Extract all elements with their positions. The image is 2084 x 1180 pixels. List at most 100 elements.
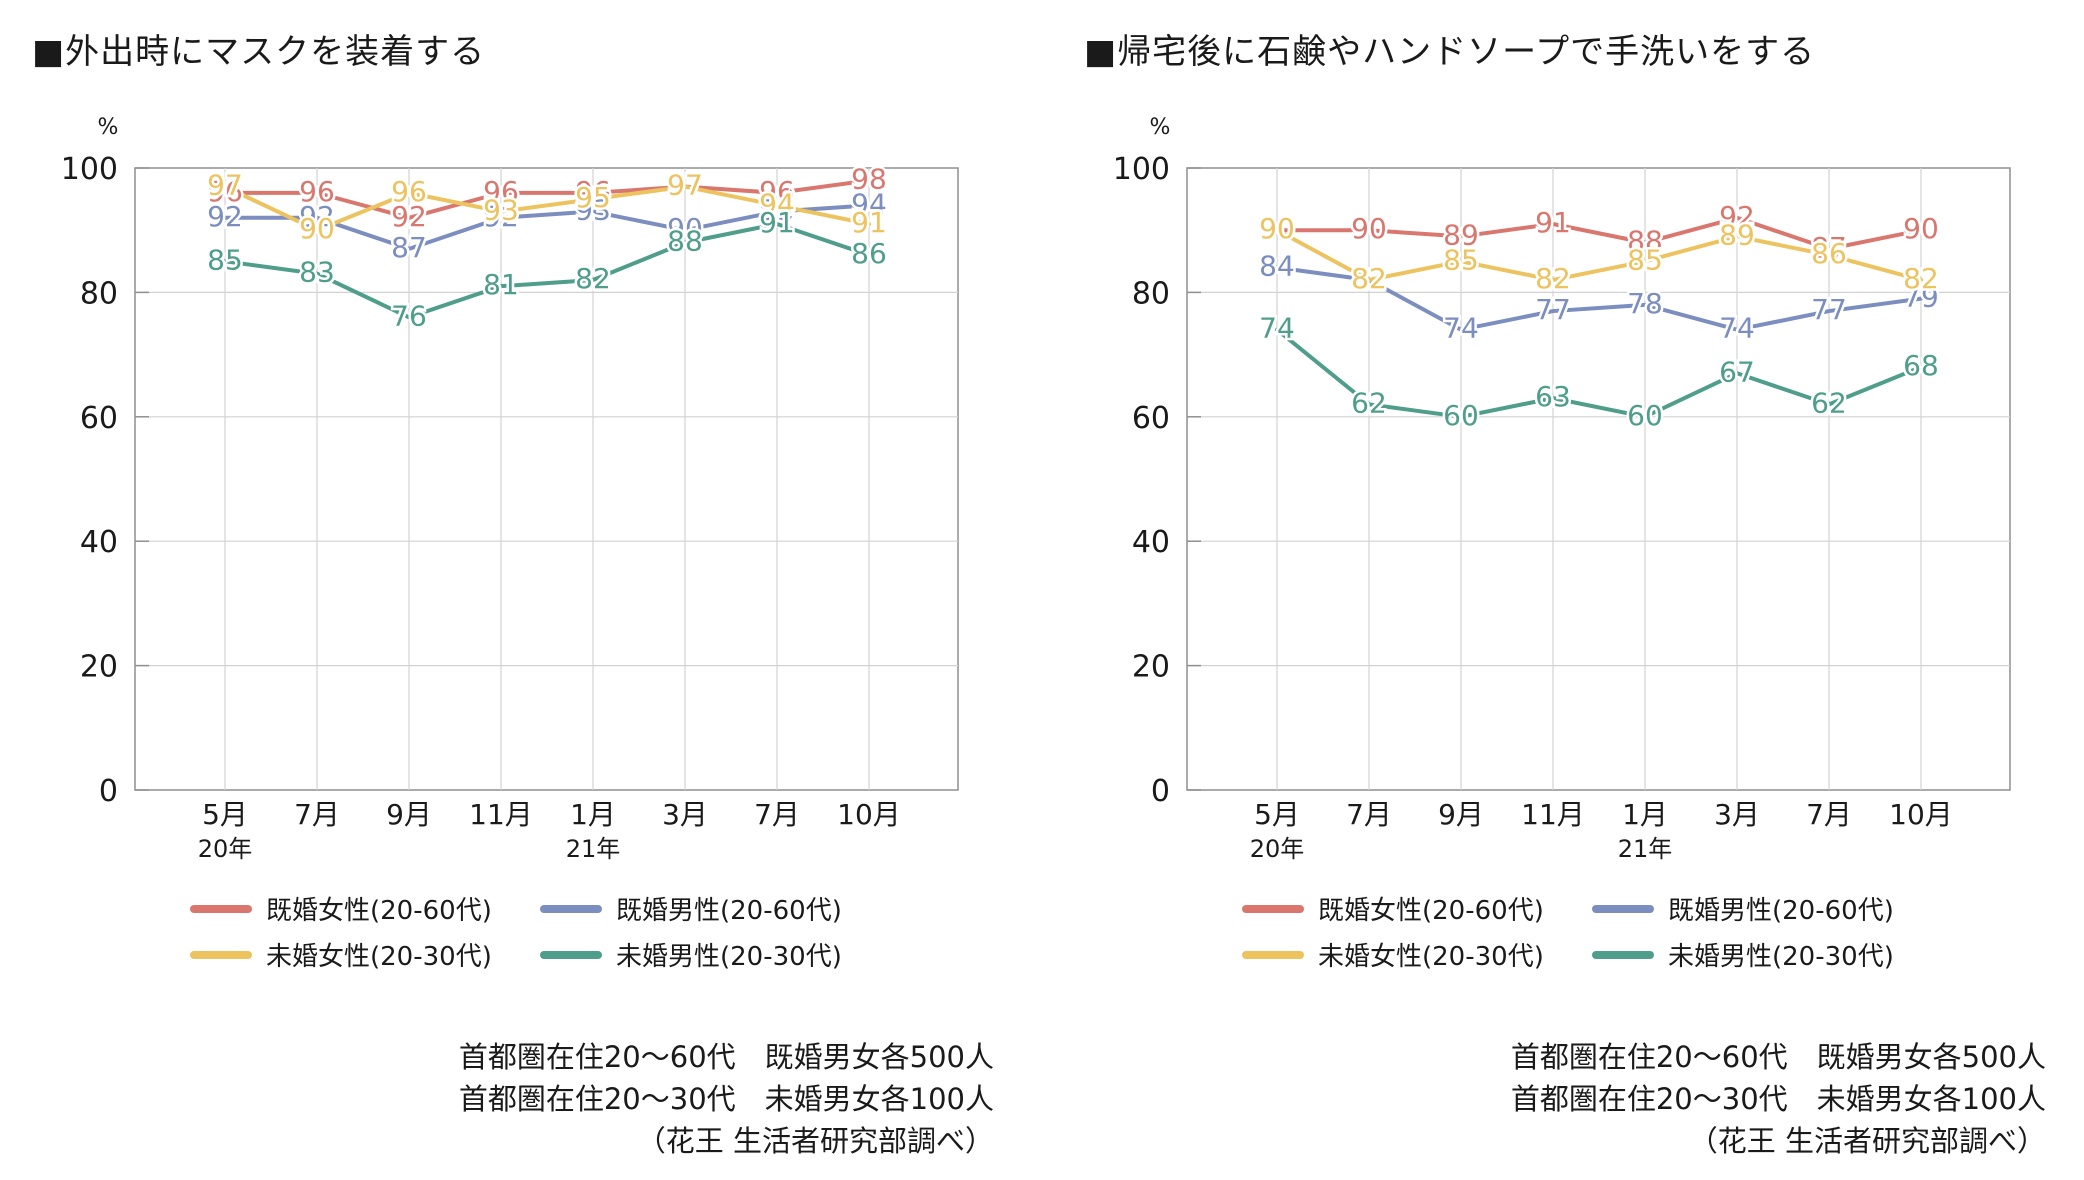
series-line-single-female [1275, 228, 1923, 282]
y-axis-unit: % [98, 115, 119, 140]
legend-item-single-male: 未婚男性(20-30代) [1592, 936, 1894, 973]
data-label-married-male: 92 [483, 200, 519, 233]
y-axis-unit: % [1150, 115, 1171, 140]
x-tick-label: 7月 [1346, 798, 1392, 831]
x-tick-label: 3月 [1714, 798, 1760, 831]
data-label-married-male: 84 [1259, 250, 1295, 283]
legend-label-single-male: 未婚男性(20-30代) [616, 942, 842, 972]
series-line-married-female [223, 178, 871, 220]
legend-item-married-male: 既婚男性(20-60代) [1592, 890, 1894, 927]
x-tick-label: 9月 [386, 798, 432, 831]
data-label-single-female: 82 [1903, 262, 1939, 295]
data-label-single-female: 94 [759, 187, 795, 220]
data-label-single-female: 85 [1627, 243, 1663, 276]
plot-frame [1186, 167, 2011, 791]
data-label-single-female: 90 [1259, 212, 1295, 245]
data-label-single-male: 60 [1443, 399, 1479, 432]
data-label-married-male: 93 [575, 194, 611, 227]
data-label-married-female: 90 [1351, 212, 1387, 245]
data-label-single-female: 91 [851, 206, 887, 239]
data-label-married-female: 91 [1535, 206, 1571, 239]
data-label-single-male: 62 [1351, 386, 1387, 419]
note-source: （花王 生活者研究部調べ） [636, 1124, 994, 1158]
survey-notes-mask: 首都圏在住20〜60代 既婚男女各500人 首都圏在住20〜30代 未婚男女各1… [459, 1036, 994, 1162]
data-label-married-male: 94 [851, 187, 887, 220]
data-label-single-male: 68 [1903, 349, 1939, 382]
x-year-label: 20年 [198, 835, 253, 863]
data-label-single-male: 62 [1811, 386, 1847, 419]
data-label-single-male: 60 [1627, 399, 1663, 432]
data-label-married-female: 89 [1443, 218, 1479, 251]
legend-label-single-female: 未婚女性(20-30代) [1318, 942, 1544, 972]
chart-title-mask: ■外出時にマスクを装着する [32, 32, 486, 72]
survey-notes-handwash: 首都圏在住20〜60代 既婚男女各500人 首都圏在住20〜30代 未婚男女各1… [1511, 1036, 2046, 1162]
x-tick-label: 3月 [662, 798, 708, 831]
x-year-label: 21年 [1618, 835, 1673, 863]
legend-swatch-married-female [190, 904, 252, 913]
data-label-single-male: 76 [391, 299, 427, 332]
y-tick-label: 0 [99, 774, 118, 809]
data-label-married-male: 77 [1811, 293, 1847, 326]
data-label-single-female: 96 [391, 175, 427, 208]
data-label-single-female: 82 [1351, 262, 1387, 295]
legend-label-married-female: 既婚女性(20-60代) [266, 896, 492, 926]
data-label-married-male: 74 [1443, 312, 1479, 345]
note-married-sample: 首都圏在住20〜60代 既婚男女各500人 [1510, 1040, 2046, 1074]
data-label-single-female: 89 [1719, 218, 1755, 251]
data-label-married-male: 90 [667, 212, 703, 245]
data-label-married-female: 92 [391, 200, 427, 233]
data-label-married-female: 90 [1259, 212, 1295, 245]
legend-swatch-single-female [190, 950, 252, 959]
data-label-married-male: 78 [1627, 287, 1663, 320]
data-label-single-female: 86 [1811, 237, 1847, 270]
legend-item-single-female: 未婚女性(20-30代) [1242, 936, 1544, 973]
series-line-married-male [1275, 265, 1923, 332]
legend-item-single-female: 未婚女性(20-30代) [190, 936, 492, 973]
plot-frame [134, 167, 959, 791]
legend-label-single-male: 未婚男性(20-30代) [1668, 942, 1894, 972]
data-label-single-female: 90 [299, 212, 335, 245]
series-line-single-male [1275, 327, 1923, 419]
note-single-sample: 首都圏在住20〜30代 未婚男女各100人 [1510, 1082, 2046, 1116]
x-tick-label: 7月 [1806, 798, 1852, 831]
data-label-married-female: 96 [299, 175, 335, 208]
data-label-single-male: 81 [483, 268, 519, 301]
y-tick-label: 40 [1132, 525, 1170, 560]
y-tick-label: 0 [1151, 774, 1170, 809]
legend-swatch-single-male [540, 950, 602, 959]
data-label-married-male: 79 [1903, 281, 1939, 314]
data-label-married-female: 96 [207, 175, 243, 208]
series-line-married-female [1275, 215, 1923, 251]
legend-label-single-female: 未婚女性(20-30代) [266, 942, 492, 972]
data-label-single-female: 97 [207, 169, 243, 202]
y-tick-label: 80 [80, 276, 118, 311]
data-label-single-male: 83 [299, 256, 335, 289]
y-tick-label: 100 [1113, 152, 1170, 187]
data-label-married-male: 87 [391, 231, 427, 264]
x-tick-label: 1月 [1622, 798, 1668, 831]
data-label-single-male: 74 [1259, 312, 1295, 345]
legend-swatch-married-male [540, 904, 602, 913]
legend-swatch-single-female [1242, 950, 1304, 959]
data-label-married-female: 87 [1811, 231, 1847, 264]
series-line-single-male [223, 221, 871, 320]
y-tick-label: 20 [1132, 650, 1170, 685]
data-label-single-female: 93 [483, 194, 519, 227]
data-label-married-female: 88 [1627, 225, 1663, 258]
data-label-married-male: 74 [1719, 312, 1755, 345]
data-label-married-female: 98 [851, 162, 887, 195]
y-tick-label: 40 [80, 525, 118, 560]
data-label-married-male: 82 [1351, 262, 1387, 295]
y-tick-label: 100 [61, 152, 118, 187]
y-tick-label: 20 [80, 650, 118, 685]
note-married-sample: 首都圏在住20〜60代 既婚男女各500人 [458, 1040, 994, 1074]
data-label-single-male: 63 [1535, 380, 1571, 413]
data-label-married-female: 90 [1903, 212, 1939, 245]
x-tick-label: 1月 [570, 798, 616, 831]
data-label-single-male: 82 [575, 262, 611, 295]
x-tick-label: 5月 [1254, 798, 1300, 831]
x-tick-label: 7月 [754, 798, 800, 831]
chart-title-handwash: ■帰宅後に石鹸やハンドソープで手洗いをする [1084, 32, 1816, 72]
data-label-married-male: 92 [299, 200, 335, 233]
